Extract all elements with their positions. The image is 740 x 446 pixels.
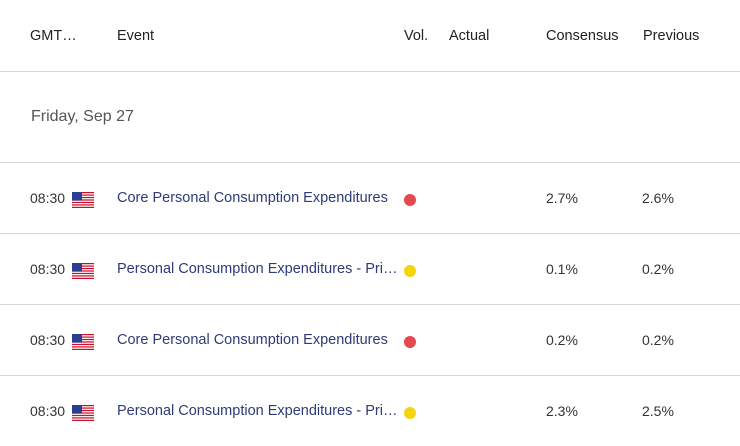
table-row[interactable]: 08:30 Personal Consumption Expenditures …: [0, 376, 740, 446]
previous-value: 2.5%: [642, 403, 674, 419]
us-flag-icon: [71, 404, 95, 422]
volatility-indicator-icon: [404, 265, 416, 277]
previous-value: 2.6%: [642, 190, 674, 206]
volatility-indicator-icon: [404, 194, 416, 206]
event-name-link[interactable]: Core Personal Consumption Expenditures: [117, 190, 388, 206]
event-name-link[interactable]: Personal Consumption Expenditures - Pric…: [117, 261, 400, 277]
column-header-previous: Previous: [643, 28, 700, 44]
us-flag-icon: [71, 333, 95, 351]
volatility-indicator-icon: [404, 407, 416, 419]
event-time: 08:30: [30, 403, 66, 419]
table-row[interactable]: 08:30 Core Personal Consumption Expendit…: [0, 305, 740, 376]
column-header-gmt[interactable]: GMT…: [30, 28, 77, 44]
consensus-value: 0.2%: [546, 332, 578, 348]
volatility-indicator-icon: [404, 336, 416, 348]
column-header-actual: Actual: [449, 28, 490, 44]
previous-value: 0.2%: [642, 332, 674, 348]
table-header: GMT… Event Vol. Actual Consensus Previou…: [0, 0, 740, 72]
us-flag-icon: [71, 262, 95, 280]
column-header-event: Event: [117, 28, 155, 44]
event-time: 08:30: [30, 261, 66, 277]
event-time: 08:30: [30, 332, 66, 348]
consensus-value: 2.3%: [546, 403, 578, 419]
table-row[interactable]: 08:30 Core Personal Consumption Expendit…: [0, 163, 740, 234]
table-row[interactable]: 08:30 Personal Consumption Expenditures …: [0, 234, 740, 305]
consensus-value: 2.7%: [546, 190, 578, 206]
consensus-value: 0.1%: [546, 261, 578, 277]
column-header-consensus: Consensus: [546, 28, 619, 44]
event-time: 08:30: [30, 190, 66, 206]
date-label: Friday, Sep 27: [31, 108, 134, 125]
us-flag-icon: [71, 191, 95, 209]
event-name-link[interactable]: Personal Consumption Expenditures - Pric…: [117, 403, 400, 419]
event-name-link[interactable]: Core Personal Consumption Expenditures: [117, 332, 388, 348]
column-header-vol: Vol.: [404, 28, 429, 44]
date-group-header: Friday, Sep 27: [0, 72, 740, 163]
previous-value: 0.2%: [642, 261, 674, 277]
